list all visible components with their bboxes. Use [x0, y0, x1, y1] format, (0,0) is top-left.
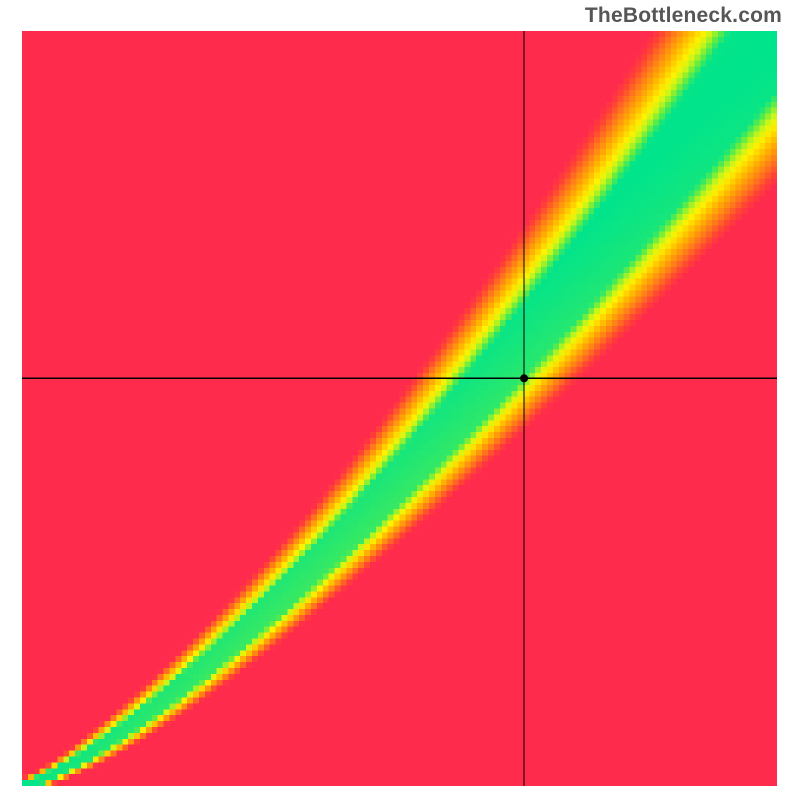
chart-container: TheBottleneck.com	[0, 0, 800, 800]
watermark-text: TheBottleneck.com	[585, 4, 782, 28]
heatmap-canvas	[22, 31, 777, 786]
